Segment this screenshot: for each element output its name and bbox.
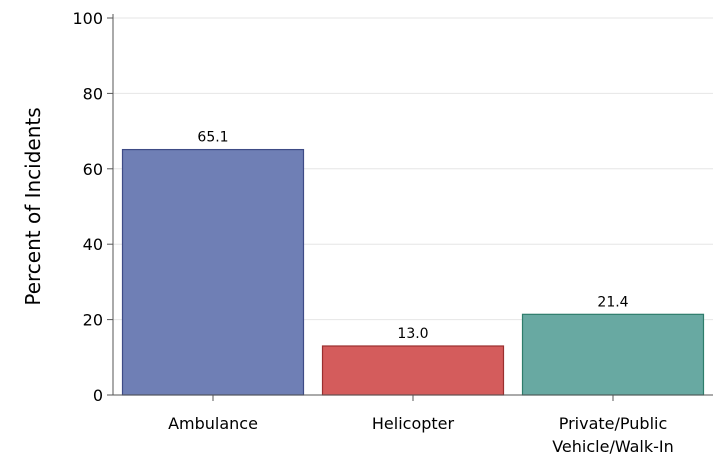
y-axis-title: Percent of Incidents [21, 107, 45, 305]
x-tick-label: Ambulance [168, 414, 258, 433]
bar [121, 148, 305, 396]
y-tick-label: 20 [83, 311, 103, 330]
bar [521, 313, 705, 396]
x-tick-label: Private/Public Vehicle/Walk-In [552, 414, 674, 456]
data-label: 65.1 [197, 130, 228, 146]
bar [321, 345, 505, 396]
y-tick-label: 80 [83, 84, 103, 103]
x-tick-label: Helicopter [372, 414, 455, 433]
labels: 0 20 40 60 80 100 65.1 Ambulance 13.0 Helicopter 2… [72, 9, 673, 456]
data-label: 21.4 [597, 294, 628, 310]
y-tick-label: 60 [83, 160, 103, 179]
bars [121, 148, 705, 396]
y-tick-label: 0 [93, 386, 103, 405]
data-label: 13.0 [397, 326, 428, 342]
y-tick-label: 100 [72, 9, 103, 28]
y-tick-label: 40 [83, 235, 103, 254]
axes [107, 14, 713, 401]
